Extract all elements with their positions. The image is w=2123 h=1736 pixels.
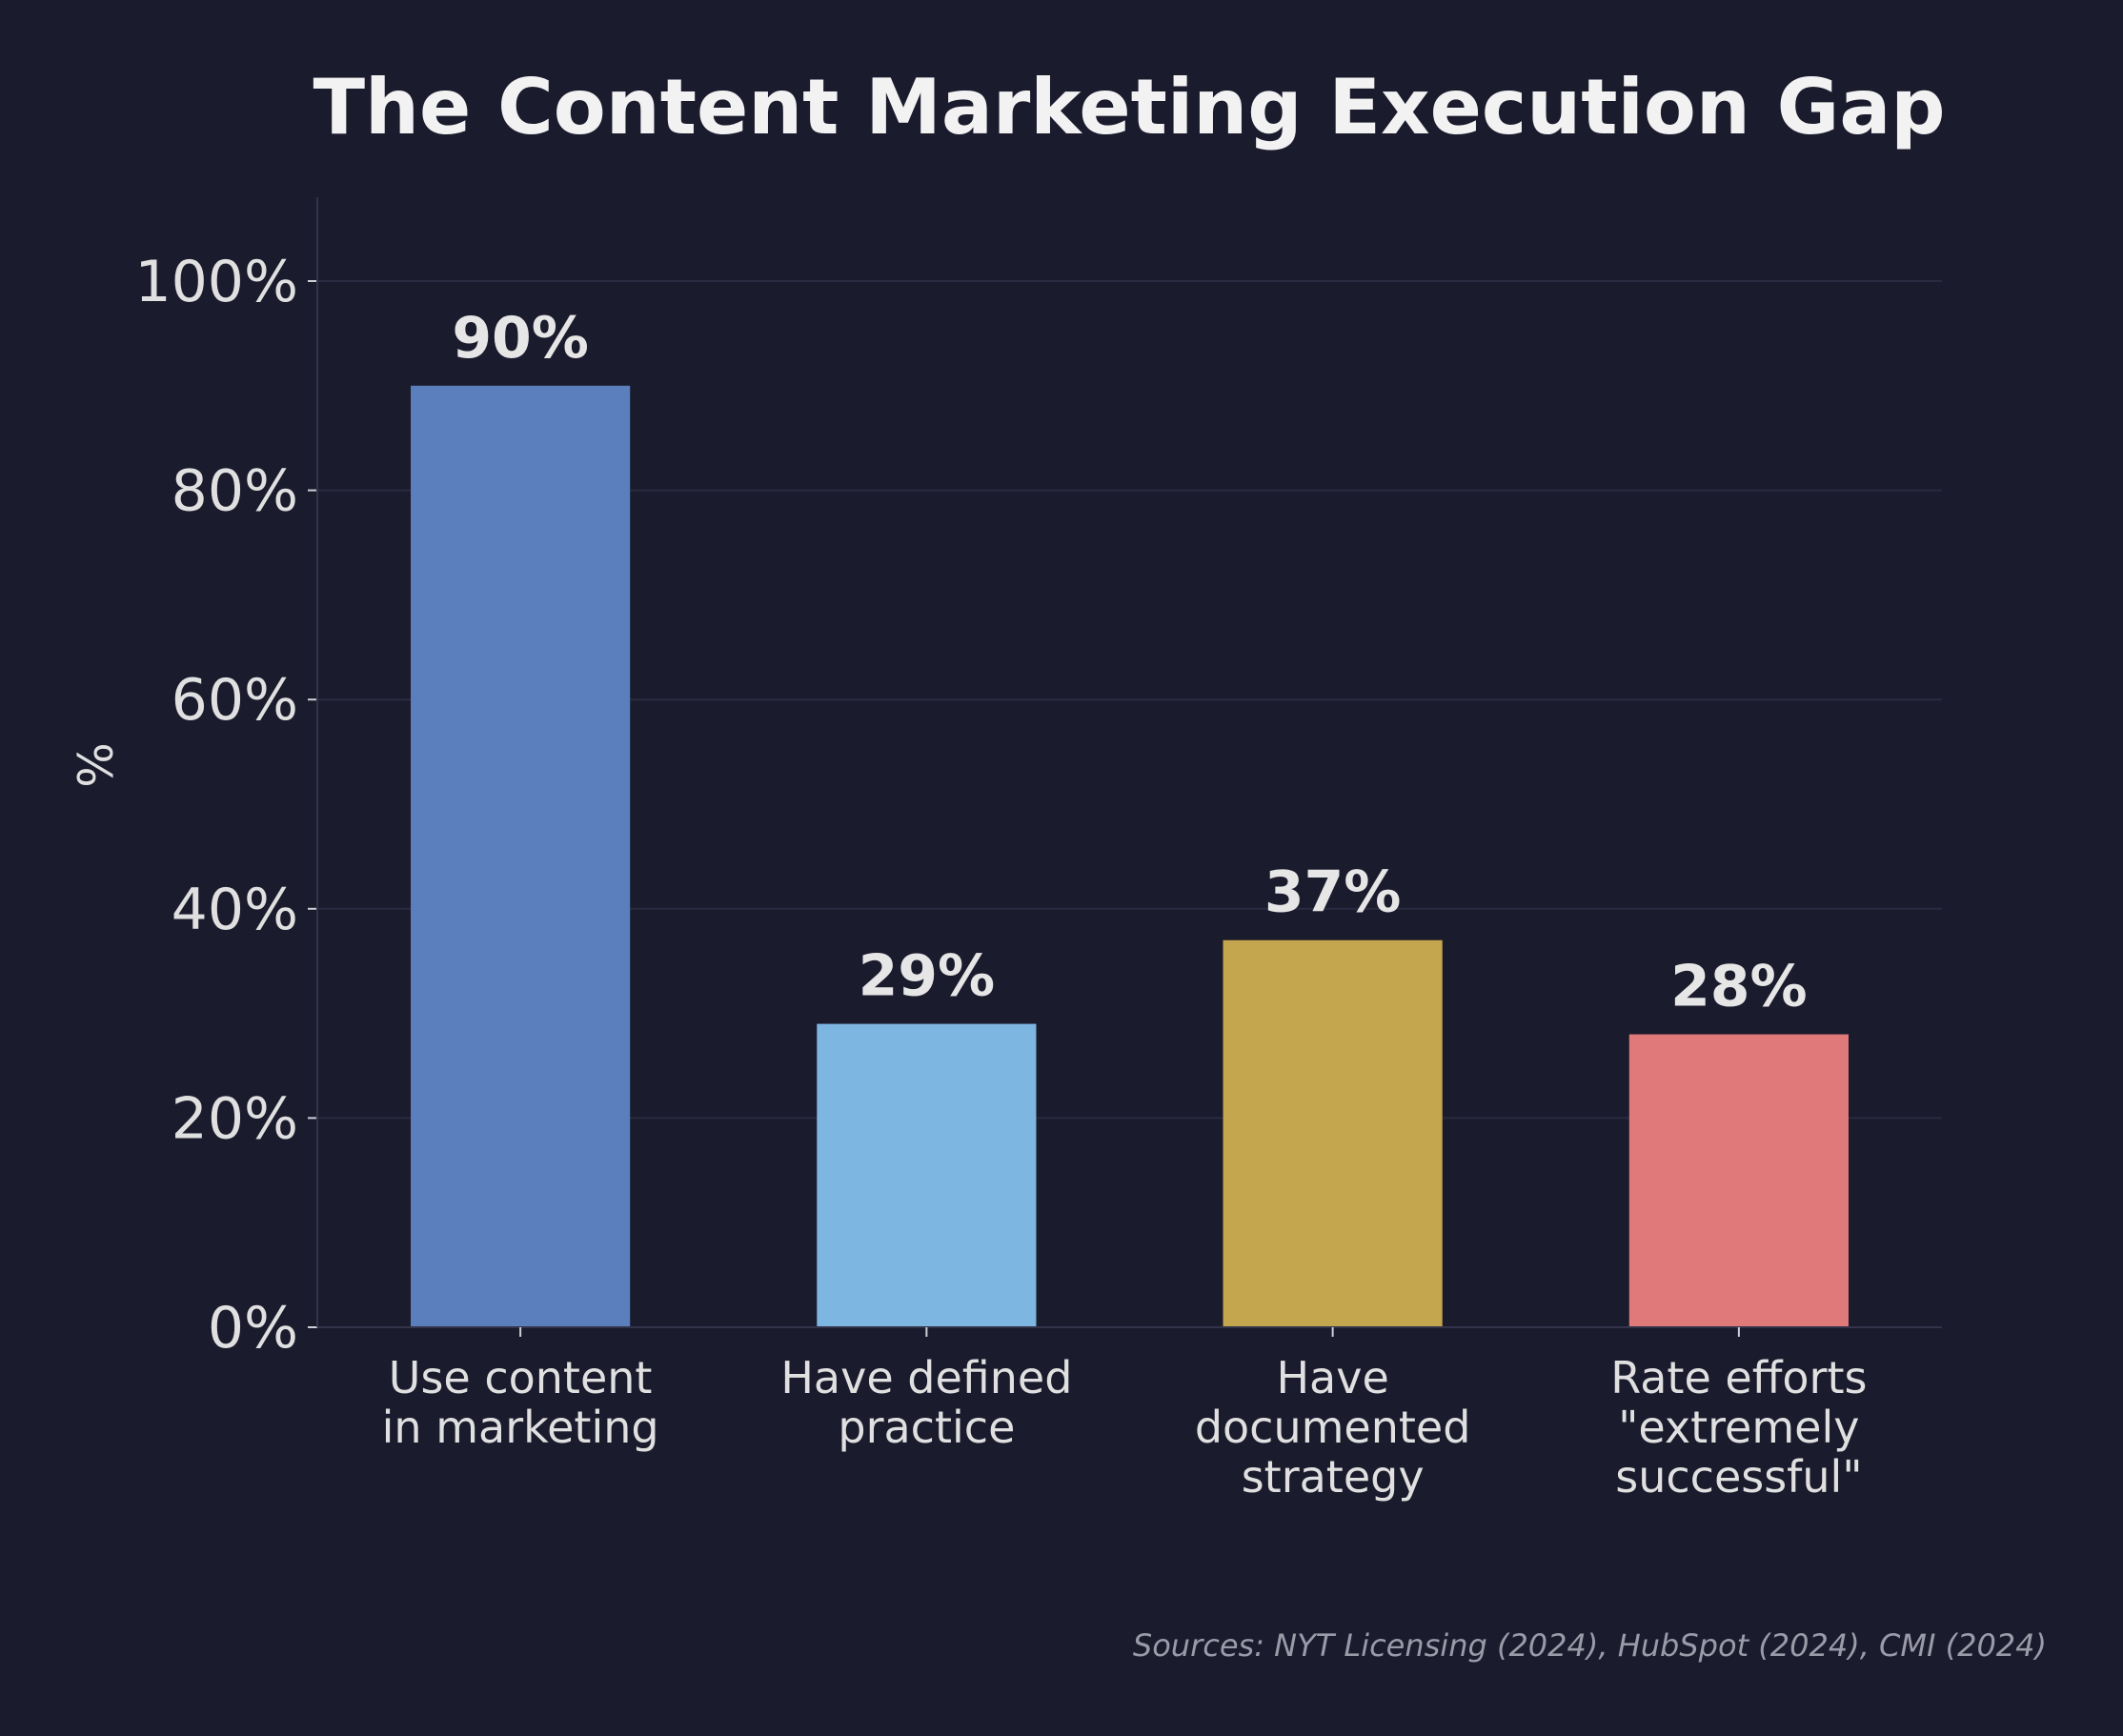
y-tick-label: 0% xyxy=(208,1295,298,1362)
y-tick-labels: 0% 20% 40% 60% 80% 100% xyxy=(134,249,298,1362)
y-tick-label: 40% xyxy=(172,877,298,943)
x-tick-label: Use content in marketing xyxy=(382,1352,659,1453)
x-tick-label: Rate efforts "extremely successful" xyxy=(1610,1352,1867,1503)
data-labels: 90% 29% 37% 28% xyxy=(452,305,1807,1020)
bar xyxy=(411,385,631,1327)
y-tick-label: 20% xyxy=(172,1085,298,1152)
axes xyxy=(308,197,1942,1337)
data-label: 29% xyxy=(859,943,996,1010)
x-tick-labels: Use content in marketing Have defined pract… xyxy=(382,1352,1868,1503)
bar xyxy=(817,1023,1037,1327)
x-tick-label: Have documented strategy xyxy=(1195,1352,1471,1503)
y-tick-label: 100% xyxy=(134,249,298,315)
chart-title: The Content Marketing Execution Gap xyxy=(313,63,1945,151)
bar xyxy=(1628,1034,1849,1327)
data-label: 90% xyxy=(452,305,589,372)
source-note: Sources: NYT Licensing (2024), HubSpot (… xyxy=(1133,1627,2047,1664)
bar xyxy=(1223,939,1443,1327)
data-label: 37% xyxy=(1264,859,1402,926)
data-label: 28% xyxy=(1670,954,1808,1020)
bars xyxy=(411,385,1849,1327)
y-axis-label: % xyxy=(69,742,124,788)
x-tick-label: Have defined practice xyxy=(780,1352,1072,1453)
y-tick-label: 80% xyxy=(172,458,298,525)
y-tick-label: 60% xyxy=(172,667,298,734)
